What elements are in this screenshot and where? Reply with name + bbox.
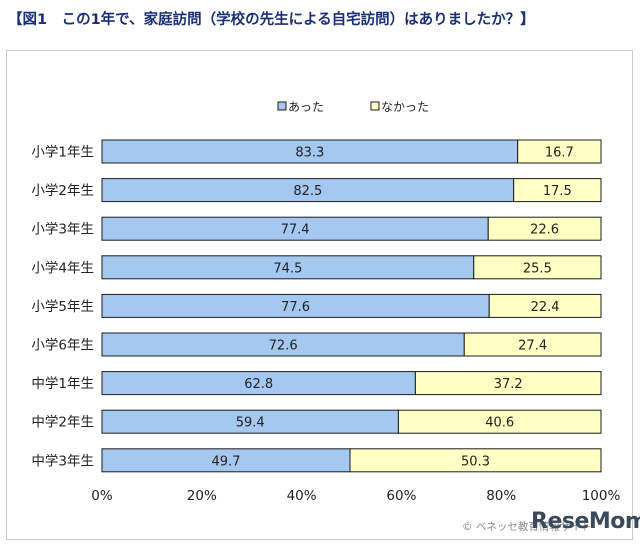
bar-segment-no [473,255,602,280]
legend-label-1: あった [288,100,324,114]
bar-segment-no [349,448,602,473]
category-label: 小学3年生 [31,222,94,238]
bar-segment-no [513,178,602,203]
category-label: 小学1年生 [31,145,94,161]
data-label: 25.5 [523,261,552,276]
category-label: 中学2年生 [31,415,94,431]
x-tick-label: 40% [287,488,317,504]
bar-segment-no [487,216,602,241]
data-label: 62.8 [244,377,273,392]
data-label: 22.4 [531,300,560,315]
data-label: 77.6 [281,300,310,315]
category-label: 小学4年生 [31,260,94,276]
chart-title: 【図1 この1年で、家庭訪問（学校の先生による自宅訪問）はありましたか？】 [8,12,535,28]
legend-swatch-1 [277,101,287,111]
category-label: 中学1年生 [31,376,94,392]
data-label: 82.5 [293,184,322,199]
data-label: 40.6 [485,416,514,431]
x-tick-label: 60% [386,488,416,504]
data-label: 72.6 [269,339,298,354]
data-label: 16.7 [545,146,574,161]
bar-segment-no [488,293,602,318]
data-label: 77.4 [281,223,310,238]
data-label: 37.2 [494,377,523,392]
data-label: 49.7 [212,454,241,469]
category-label: 小学6年生 [31,338,94,354]
category-label: 小学5年生 [31,299,94,315]
x-tick-label: 20% [187,488,217,504]
copyright-credit: © ベネッセ教育情報サイト [462,521,592,533]
data-label: 27.4 [518,339,547,354]
resemom-logo: ReseMom [531,509,640,534]
bar-segment-no [414,371,602,396]
data-label: 83.3 [295,146,324,161]
data-label: 50.3 [461,454,490,469]
x-tick-label: 80% [486,488,516,504]
data-label: 74.5 [273,261,302,276]
data-label: 17.5 [543,184,572,199]
bar-segment-no [517,139,602,164]
legend-label-2: なかった [381,100,429,114]
x-tick-label: 0% [91,488,113,504]
chart-frame [6,50,633,540]
data-label: 59.4 [236,416,265,431]
bar-segment-no [463,332,602,357]
x-tick-label: 100% [582,488,621,504]
category-label: 小学2年生 [31,183,94,199]
category-label: 中学3年生 [31,453,94,469]
bar-segment-no [397,409,602,434]
data-label: 22.6 [530,223,559,238]
legend-swatch-2 [370,101,380,111]
